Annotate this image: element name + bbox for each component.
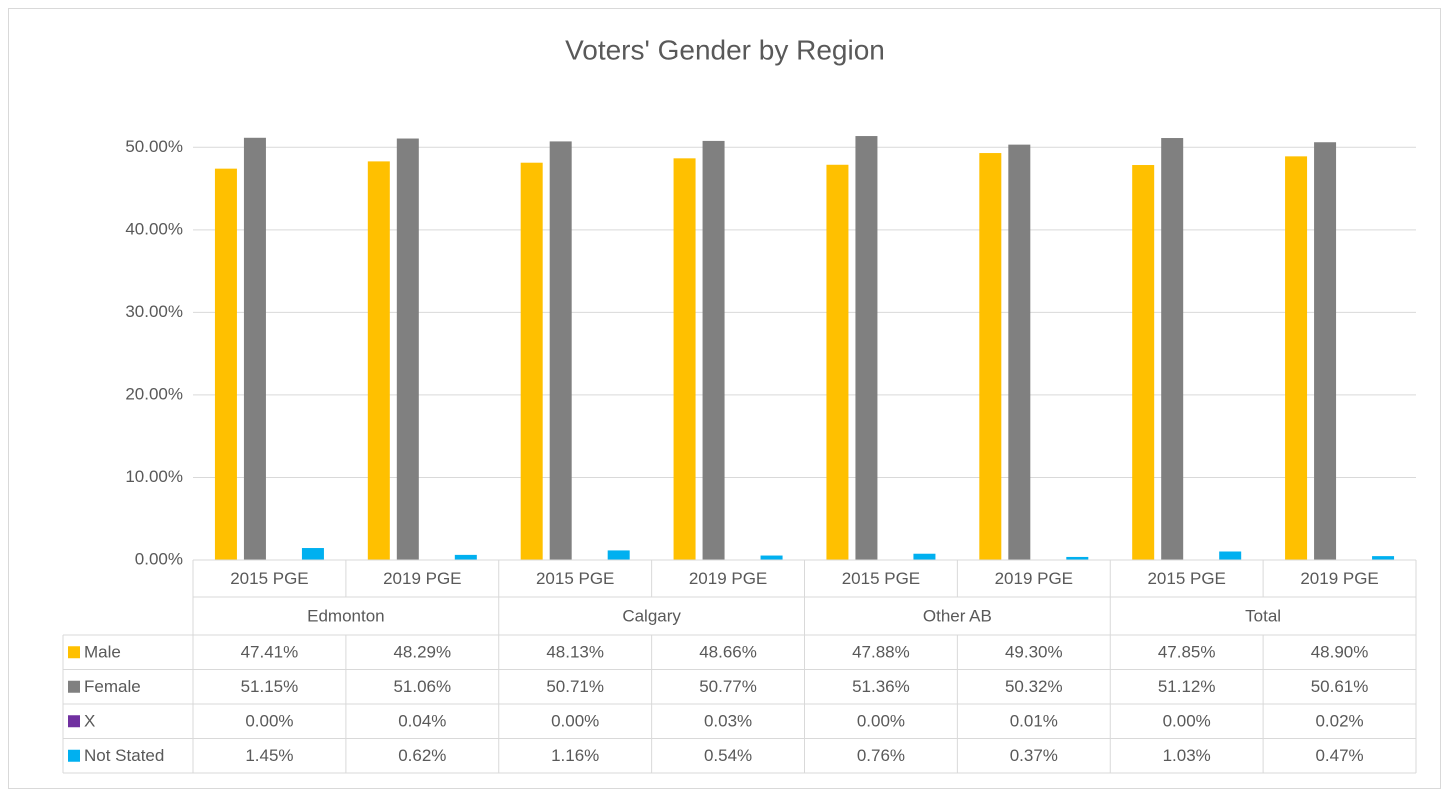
data-table-cell: 1.03% <box>1163 746 1211 765</box>
bar <box>1161 138 1184 560</box>
bar <box>979 153 1002 560</box>
group-label: Total <box>1245 606 1281 625</box>
data-table-cell: 48.13% <box>546 643 604 662</box>
data-table-cell: 0.02% <box>1315 712 1363 731</box>
bar <box>607 550 630 560</box>
bar <box>454 554 477 560</box>
data-table-cell: 47.85% <box>1158 643 1216 662</box>
bar <box>367 161 390 560</box>
data-table-cell: 51.12% <box>1158 677 1216 696</box>
data-table-cell: 0.47% <box>1315 746 1363 765</box>
bar <box>1285 156 1308 560</box>
bar <box>826 164 849 560</box>
legend-label: Male <box>84 643 121 662</box>
data-table-cell: 48.66% <box>699 643 757 662</box>
bar <box>214 168 237 561</box>
x-tick-label: 2019 PGE <box>689 569 767 588</box>
data-table-cell: 0.54% <box>704 746 752 765</box>
y-tick-label: 0.00% <box>135 549 183 568</box>
group-label: Other AB <box>923 606 992 625</box>
x-tick-label: 2019 PGE <box>995 569 1073 588</box>
data-table-cell: 50.32% <box>1005 677 1063 696</box>
bar <box>1066 556 1089 560</box>
group-label: Edmonton <box>307 606 385 625</box>
bar <box>673 158 696 561</box>
data-table-cell: 51.15% <box>241 677 299 696</box>
legend-label: X <box>84 712 95 731</box>
bar <box>1219 551 1242 560</box>
legend-swatch <box>68 715 80 728</box>
x-tick-label: 2019 PGE <box>1300 569 1378 588</box>
bar <box>1132 165 1155 560</box>
data-table-cell: 50.61% <box>1311 677 1369 696</box>
legend-label: Female <box>84 677 141 696</box>
data-table-cell: 0.76% <box>857 746 905 765</box>
data-table-cell: 0.37% <box>1010 746 1058 765</box>
legend-swatch <box>68 680 80 693</box>
data-table-cell: 48.90% <box>1311 643 1369 662</box>
data-table-cell: 50.71% <box>546 677 604 696</box>
bar <box>243 137 266 560</box>
legend-label: Not Stated <box>84 746 164 765</box>
bar <box>913 553 936 560</box>
legend-swatch <box>68 646 80 659</box>
y-tick-label: 40.00% <box>125 219 183 238</box>
bar <box>760 555 783 560</box>
bar <box>520 162 543 560</box>
data-table-cell: 50.77% <box>699 677 757 696</box>
y-tick-label: 30.00% <box>125 302 183 321</box>
data-table-cell: 0.04% <box>398 712 446 731</box>
data-table-cell: 0.01% <box>1010 712 1058 731</box>
data-table-cell: 1.16% <box>551 746 599 765</box>
x-tick-label: 2015 PGE <box>1147 569 1225 588</box>
data-table-cell: 0.00% <box>245 712 293 731</box>
x-tick-label: 2019 PGE <box>383 569 461 588</box>
data-table-cell: 0.03% <box>704 712 752 731</box>
data-table-cell: 0.00% <box>857 712 905 731</box>
bar <box>1372 556 1395 560</box>
data-table-cell: 51.36% <box>852 677 910 696</box>
data-table-cell: 1.45% <box>245 746 293 765</box>
bar <box>702 140 725 560</box>
x-tick-label: 2015 PGE <box>230 569 308 588</box>
legend-swatch <box>68 749 80 762</box>
data-table-cell: 0.62% <box>398 746 446 765</box>
bar <box>1008 144 1031 560</box>
y-tick-label: 20.00% <box>125 384 183 403</box>
y-tick-label: 50.00% <box>125 137 183 156</box>
data-table-cell: 51.06% <box>393 677 451 696</box>
bar <box>396 138 419 561</box>
data-table-cell: 49.30% <box>1005 643 1063 662</box>
data-table-cell: 0.00% <box>1163 712 1211 731</box>
bar <box>855 136 878 560</box>
bar <box>301 548 324 560</box>
data-table-cell: 47.41% <box>241 643 299 662</box>
bar <box>549 141 572 561</box>
data-table-cell: 48.29% <box>393 643 451 662</box>
data-table-cell: 0.00% <box>551 712 599 731</box>
bar <box>1314 142 1337 560</box>
y-tick-label: 10.00% <box>125 467 183 486</box>
chart-title: Voters' Gender by Region <box>565 34 885 65</box>
x-tick-label: 2015 PGE <box>842 569 920 588</box>
group-label: Calgary <box>622 606 681 625</box>
data-table-cell: 47.88% <box>852 643 910 662</box>
x-tick-label: 2015 PGE <box>536 569 614 588</box>
